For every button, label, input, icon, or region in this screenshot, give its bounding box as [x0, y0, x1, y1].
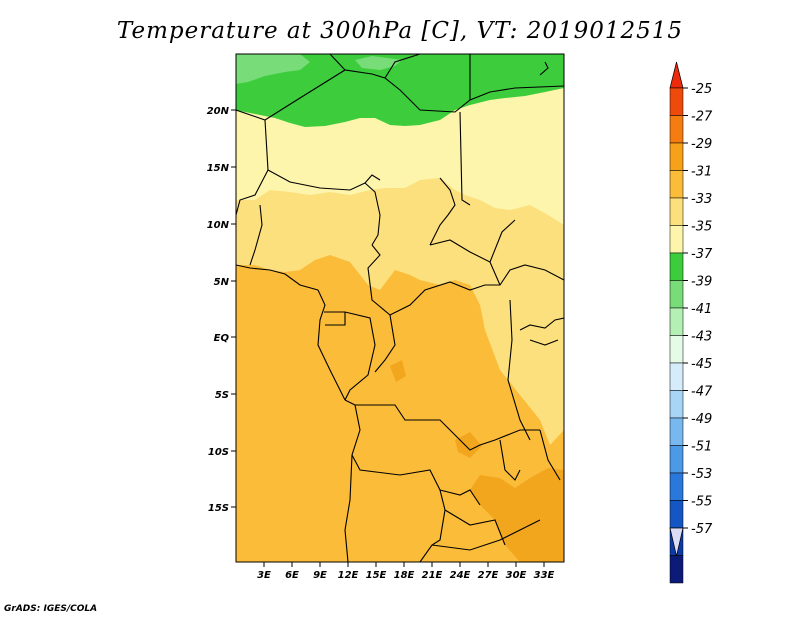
lon-label-21e: 21E: [422, 570, 443, 581]
colorbar-level-label: -43: [691, 330, 712, 345]
colorbar-cell: [669, 472, 684, 501]
colorbar-level-label: -51: [691, 440, 712, 455]
colorbar-level-label: -41: [691, 302, 712, 317]
colorbar-top-arrow: [669, 61, 684, 89]
border-line: [529, 339, 559, 346]
map-plot-area: [236, 54, 564, 562]
border-line: [429, 177, 456, 246]
colorbar-cell: [669, 142, 684, 171]
lat-label-eq: EQ: [214, 333, 230, 344]
colorbar-level-label: -25: [691, 82, 712, 97]
colorbar-level-label: -55: [691, 495, 712, 510]
colorbar-level-label: -45: [691, 357, 712, 372]
grads-credit: GrADS: IGES/COLA: [4, 604, 98, 614]
colorbar-cell: [669, 197, 684, 226]
map-frame: [235, 53, 565, 563]
colorbar-cell: [669, 417, 684, 446]
lon-label-30e: 30E: [506, 570, 527, 581]
border-line: [539, 61, 549, 76]
lon-label-24e: 24E: [450, 570, 471, 581]
border-line: [324, 311, 346, 326]
lat-label-10s: 10S: [208, 447, 229, 458]
lon-label-33e: 33E: [534, 570, 555, 581]
border-line: [489, 219, 516, 263]
border-line: [236, 264, 319, 291]
lon-label-9e: 9E: [313, 570, 327, 581]
border-line: [499, 439, 521, 481]
colorbar-level-label: -57: [691, 522, 713, 537]
colorbar-cell: [669, 445, 684, 474]
colorbar-legend: -25 -27 -29 -31 -33 -35 -37 -39 -41 -43 -45 -47 -49 -…: [669, 61, 713, 584]
lon-label-27e: 27E: [478, 570, 499, 581]
lat-label-5n: 5N: [214, 277, 230, 288]
fill-27-29-patch: [390, 360, 406, 382]
colorbar-cell: [669, 362, 684, 391]
border-line: [374, 314, 396, 373]
border-line: [519, 317, 564, 331]
border-line: [329, 54, 346, 71]
colorbar-cell: [669, 252, 684, 281]
colorbar-bottom-arrow: [669, 527, 684, 557]
colorbar-cell: [669, 500, 684, 529]
border-line: [344, 311, 376, 401]
border-line: [384, 54, 421, 79]
border-line: [459, 111, 471, 206]
border-line: [429, 239, 501, 286]
colorbar-level-label: -33: [691, 192, 712, 207]
colorbar-level-label: -35: [691, 220, 712, 235]
longitude-axis: 3E 6E 9E 12E 15E 18E 21E 24E 27E 30E 33E: [257, 562, 555, 581]
colorbar-cells: [669, 87, 684, 584]
country-borders: [236, 54, 564, 562]
border-line: [249, 204, 263, 266]
lat-label-10n: 10N: [207, 220, 230, 231]
colorbar-ticks: -25 -27 -29 -31 -33 -35 -37 -39 -41 -43 -45 -47 -49 -…: [683, 82, 713, 537]
colorbar-level-label: -39: [691, 275, 712, 290]
colorbar-cell: [669, 307, 684, 336]
border-line: [364, 174, 381, 184]
lat-label-15n: 15N: [207, 163, 230, 174]
colorbar-level-label: -53: [691, 467, 712, 482]
chart-title: Temperature at 300hPa [C], VT: 201901251…: [116, 18, 684, 44]
border-line: [367, 244, 564, 316]
fill-39-41-band: [236, 54, 310, 84]
colorbar-cell: [669, 335, 684, 364]
lon-label-18e: 18E: [394, 570, 415, 581]
colorbar-cell: [669, 555, 684, 584]
fill-39-41-patch: [355, 56, 402, 70]
colorbar-level-label: -47: [691, 385, 713, 400]
latitude-axis: 20N 15N 10N 5N EQ 5S 10S 15S: [207, 106, 236, 514]
lon-label-6e: 6E: [285, 570, 299, 581]
border-line: [539, 429, 561, 481]
border-line: [439, 489, 481, 506]
fill-27-29-patch: [455, 432, 482, 458]
border-line: [236, 69, 564, 121]
colorbar-cell: [669, 390, 684, 419]
colorbar-cell: [669, 87, 684, 116]
colorbar-cell: [669, 115, 684, 144]
lat-label-5s: 5S: [215, 390, 229, 401]
lon-label-3e: 3E: [257, 570, 271, 581]
border-line: [431, 519, 541, 551]
colorbar-cell: [669, 225, 684, 254]
border-line: [355, 404, 540, 451]
border-line: [507, 299, 531, 441]
border-line: [444, 509, 506, 546]
lat-label-15s: 15S: [208, 503, 229, 514]
colorbar-level-label: -31: [691, 165, 712, 180]
colorbar-level-label: -49: [691, 412, 712, 427]
border-line: [236, 119, 269, 216]
lon-label-15e: 15E: [366, 570, 387, 581]
colorbar-cell: [669, 280, 684, 309]
colorbar-level-label: -27: [691, 110, 713, 125]
colorbar-level-label: -37: [691, 247, 713, 262]
border-line: [317, 289, 346, 401]
lat-label-20n: 20N: [207, 106, 230, 117]
colorbar-level-label: -29: [691, 137, 712, 152]
lon-label-12e: 12E: [338, 570, 359, 581]
fill-27-29-southeast: [470, 468, 564, 562]
colorbar-cell: [669, 170, 684, 199]
